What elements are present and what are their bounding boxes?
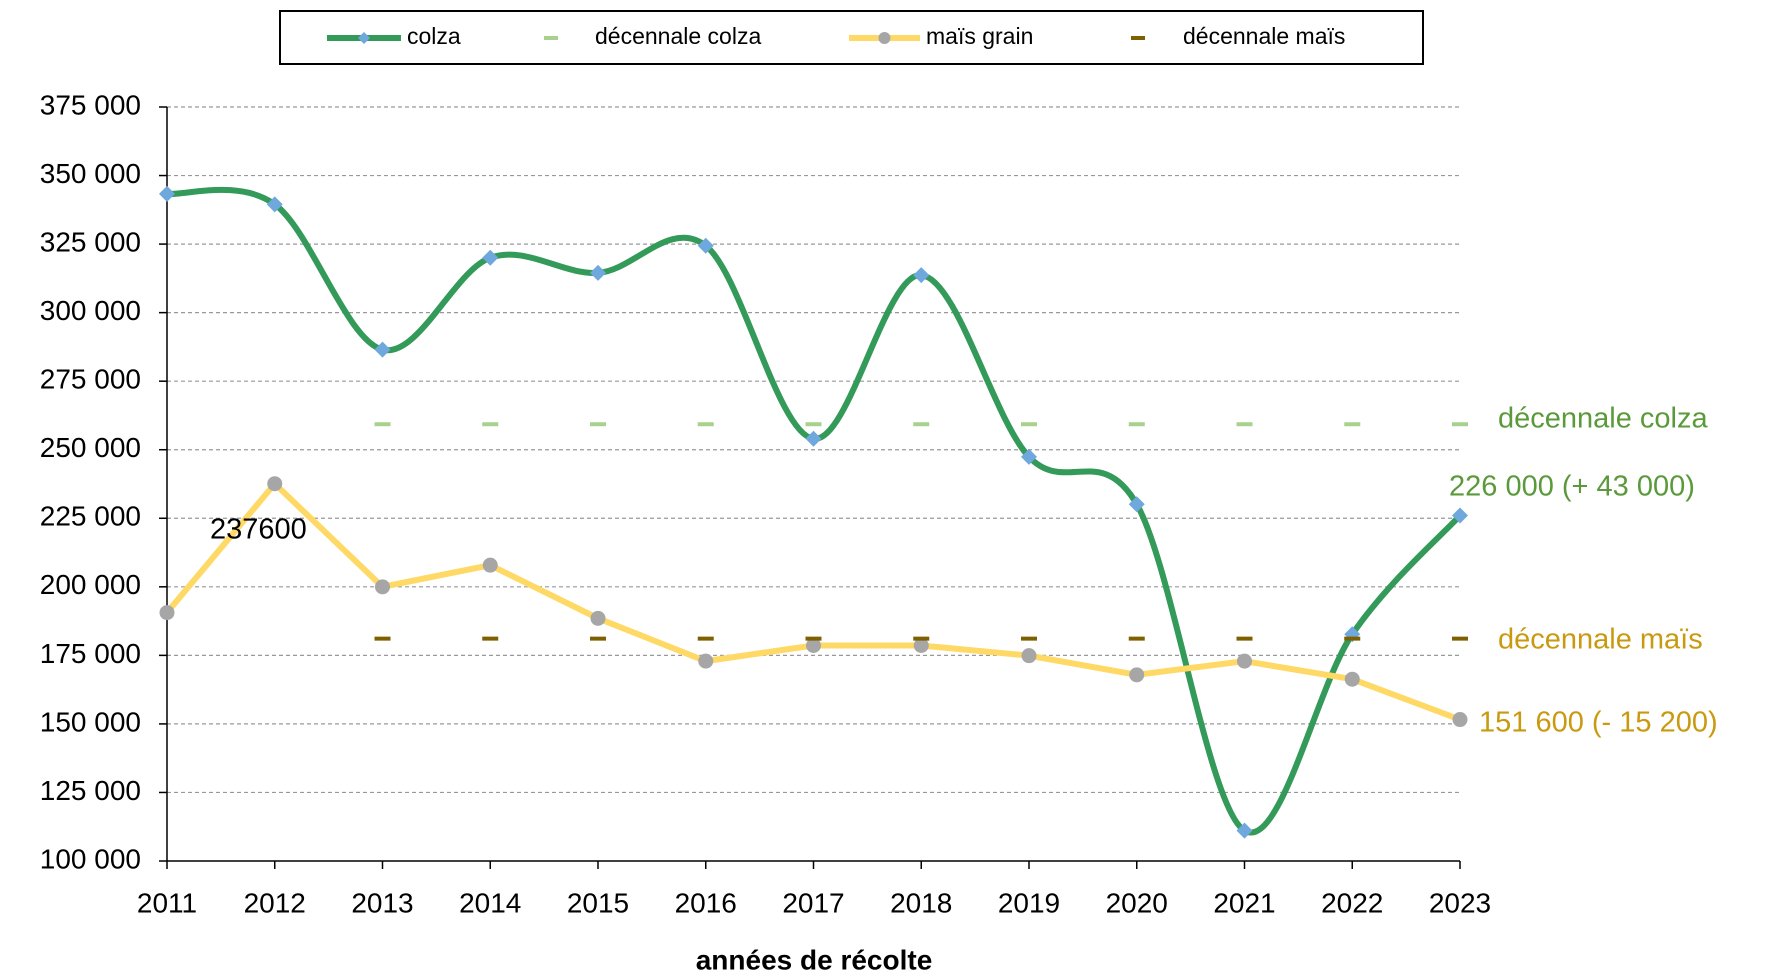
- point-marker: [159, 185, 175, 202]
- series-line: [164, 479, 1462, 723]
- legend-label: colza: [407, 23, 461, 49]
- x-tick-label: 2012: [244, 887, 306, 918]
- x-tick-label: 2015: [567, 887, 629, 918]
- point-marker: [1344, 671, 1360, 687]
- legend-marker: [878, 32, 891, 44]
- point-marker: [1236, 822, 1253, 839]
- x-tick-label: 2019: [998, 887, 1060, 918]
- y-tick-label: 350 000: [40, 158, 141, 189]
- y-tick-label: 275 000: [40, 364, 141, 395]
- point-marker: [698, 653, 714, 669]
- x-tick-label: 2021: [1213, 887, 1275, 918]
- point-marker: [159, 605, 175, 621]
- annotation: 151 600 (- 15 200): [1479, 707, 1718, 739]
- x-tick-label: 2017: [782, 887, 844, 918]
- x-tick-label: 2016: [675, 887, 737, 918]
- annotation: décennale maïs: [1498, 624, 1703, 656]
- legend-label: maïs grain: [926, 23, 1033, 49]
- point-marker: [1128, 496, 1145, 513]
- point-marker: [913, 267, 930, 284]
- point-marker: [1021, 448, 1037, 465]
- point-marker: [1021, 648, 1037, 664]
- annotation: décennale colza: [1498, 403, 1708, 435]
- point-marker: [913, 637, 929, 653]
- point-marker: [806, 637, 821, 653]
- x-tick-label: 2022: [1321, 887, 1383, 918]
- y-tick-label: 100 000: [40, 843, 141, 874]
- y-tick-label: 150 000: [40, 706, 141, 737]
- x-tick-label: 2023: [1429, 887, 1491, 918]
- point-marker: [482, 249, 499, 266]
- annotation: 226 000 (+ 43 000): [1449, 471, 1695, 503]
- point-marker: [1237, 653, 1252, 669]
- point-marker: [590, 610, 606, 626]
- y-tick-label: 200 000: [40, 569, 141, 600]
- data-label: 237600: [210, 514, 307, 546]
- y-tick-label: 250 000: [40, 432, 141, 463]
- y-tick-label: 175 000: [40, 638, 141, 669]
- point-marker: [374, 341, 391, 358]
- x-axis-title: années de récolte: [696, 944, 933, 975]
- y-tick-label: 300 000: [40, 295, 141, 326]
- y-tick-label: 325 000: [40, 226, 141, 257]
- x-tick-label: 2013: [351, 887, 413, 918]
- point-marker: [1452, 712, 1468, 728]
- point-marker: [267, 476, 283, 492]
- point-marker: [697, 237, 714, 254]
- x-tick-label: 2011: [137, 887, 197, 918]
- point-marker: [590, 264, 606, 281]
- x-tick-label: 2018: [890, 887, 952, 918]
- point-marker: [375, 579, 390, 595]
- point-marker: [482, 557, 498, 573]
- y-tick-label: 125 000: [40, 775, 141, 806]
- legend-marker: [358, 32, 370, 44]
- y-tick-label: 225 000: [40, 501, 141, 532]
- point-marker: [1452, 507, 1468, 524]
- series-line: [166, 186, 1463, 836]
- x-tick-label: 2020: [1106, 887, 1168, 918]
- legend-label: décennale maïs: [1183, 23, 1345, 49]
- legend-label: décennale colza: [595, 23, 761, 49]
- point-marker: [805, 430, 822, 447]
- x-tick-label: 2014: [459, 887, 521, 918]
- y-tick-label: 375 000: [40, 89, 141, 120]
- point-marker: [1129, 667, 1145, 683]
- point-marker: [266, 196, 283, 213]
